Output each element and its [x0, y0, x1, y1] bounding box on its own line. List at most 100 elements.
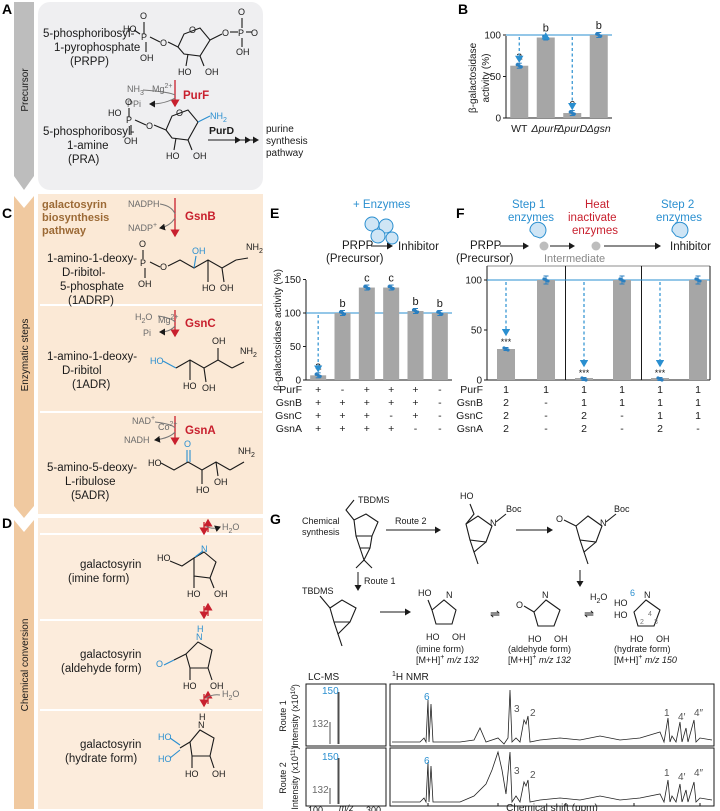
svg-text:NAD+: NAD+ — [132, 415, 155, 426]
svg-text:OH: OH — [192, 246, 206, 256]
chart-e-cell: + — [412, 410, 418, 422]
enzymatic-sidebar — [14, 196, 34, 518]
svg-text:NH2: NH2 — [246, 242, 263, 255]
svg-text:Intensity (x1011): Intensity (x1011) — [290, 746, 300, 809]
chart-f-cell: - — [544, 410, 548, 422]
hydrate-g-compound: 6 HO HO N 4 3 2 HO OH (hydrate form) [M+… — [614, 588, 677, 665]
chart-b-sig-letter: b — [543, 22, 549, 34]
svg-text:4: 4 — [648, 611, 652, 618]
chart-f-stars: *** — [501, 337, 512, 347]
svg-text:2: 2 — [530, 770, 536, 781]
route2-boc-compound: HO N Boc — [460, 491, 522, 565]
svg-text:HO: HO — [460, 491, 474, 501]
replicate-dot — [622, 279, 626, 283]
chart-e-cell: + — [388, 384, 394, 396]
chart-e-prpp: PRPP — [342, 240, 374, 252]
prpp-name-3: (PRPP) — [70, 56, 109, 68]
nmr-trace-route1 — [392, 689, 713, 745]
chart-f-cell: 2 — [503, 423, 509, 435]
svg-text:6: 6 — [424, 692, 430, 703]
svg-text:⇌: ⇌ — [490, 607, 500, 621]
svg-text:O: O — [140, 11, 147, 21]
panel-d-letter: D — [2, 515, 12, 531]
chart-e-bar — [358, 287, 375, 380]
purf-label: PurF — [183, 90, 209, 102]
route2-aldehyde-boc-compound: O N Boc — [556, 504, 630, 565]
svg-text:Step 2: Step 2 — [661, 199, 694, 211]
svg-text:HO: HO — [158, 754, 172, 764]
chart-f-row-label: GsnC — [456, 410, 483, 422]
svg-text:O: O — [556, 514, 563, 524]
chart-e-cell: + — [315, 397, 321, 409]
atom-p: P — [141, 32, 147, 42]
replicate-dot — [660, 378, 664, 382]
imine-g-compound: HO N HO OH (imine form) [M+H]+ m/z 132 — [416, 588, 479, 665]
replicate-dot — [572, 112, 576, 116]
chart-f-row-label: PurF — [460, 384, 483, 396]
svg-text:enzymes: enzymes — [656, 212, 702, 224]
svg-text:OH: OH — [220, 283, 234, 293]
chart-e-cell: + — [315, 384, 321, 396]
svg-text:6: 6 — [424, 756, 430, 767]
replicate-dot — [318, 374, 322, 378]
replicate-dot — [546, 279, 550, 283]
svg-text:H: H — [197, 624, 204, 634]
aldehyde-structure: O N H HO OH — [156, 624, 224, 691]
svg-text:1H NMR: 1H NMR — [392, 671, 429, 683]
svg-text:D-ribitol-: D-ribitol- — [62, 267, 106, 279]
chart-f-cell: 1 — [695, 397, 701, 409]
svg-text:Boc: Boc — [506, 504, 522, 514]
chart-f-cell: - — [620, 410, 624, 422]
imine-structure: HO N HO OH — [157, 544, 228, 599]
svg-text:HO: HO — [148, 458, 162, 468]
svg-text:P: P — [238, 28, 244, 38]
replicate-dot — [367, 286, 371, 291]
svg-text:N: N — [542, 590, 549, 600]
chart-b-ylabel-2: activity (%) — [481, 54, 492, 103]
chart-e-cell: + — [412, 384, 418, 396]
aldehyde-g-compound: O N HO OH (aldehyde form) [M+H]+ m/z 132 — [508, 590, 571, 665]
svg-text:HO: HO — [158, 732, 172, 742]
chart-e-cell: - — [389, 410, 393, 422]
svg-text:HO: HO — [528, 634, 542, 644]
y-tick-label: 150 — [284, 275, 301, 286]
svg-text:[M+H]+ m/z 150: [M+H]+ m/z 150 — [614, 654, 677, 665]
chart-e-cell: + — [364, 423, 370, 435]
svg-text:O: O — [160, 262, 167, 272]
svg-text:HO: HO — [614, 598, 628, 608]
svg-text:OH: OH — [202, 383, 216, 393]
chart-f-bar — [613, 280, 631, 380]
svg-text:HO: HO — [157, 553, 171, 563]
svg-text:O: O — [139, 239, 146, 249]
prpp-name-2: 1-pyrophosphate — [54, 42, 140, 54]
chart-e-sig-letter: b — [412, 296, 418, 308]
svg-text:Route 1: Route 1 — [278, 700, 288, 732]
purine-3: pathway — [266, 148, 303, 159]
chart-e-cell: + — [339, 423, 345, 435]
svg-text:4″: 4″ — [694, 768, 704, 779]
svg-text:H2O: H2O — [222, 522, 239, 535]
y-tick-label: 50 — [290, 342, 302, 353]
gsnc-label: GsnC — [185, 318, 216, 330]
panel-c: galactosyrin biosynthesis pathway NADPH … — [42, 198, 263, 502]
svg-text:NADPH: NADPH — [128, 199, 160, 209]
enzyme-pacman-icon-2 — [671, 221, 689, 239]
adrp-structure: P O OH O OH HO OH NH2 — [138, 239, 263, 293]
precursor-box — [38, 2, 263, 190]
chart-e-cell: + — [412, 397, 418, 409]
chart-e-cell: - — [438, 423, 442, 435]
chart-e-sig-letter: c — [364, 273, 370, 285]
svg-text:HO: HO — [185, 769, 199, 779]
nmr-xlabel: Chemical shift (ppm) — [506, 803, 598, 811]
svg-text:NADP+: NADP+ — [128, 222, 157, 233]
svg-text:enzymes: enzymes — [572, 225, 618, 237]
enzyme-blob-icon — [364, 216, 399, 245]
svg-text:O: O — [251, 28, 258, 38]
svg-text:(aldehyde form): (aldehyde form) — [61, 663, 142, 675]
svg-text:HO: HO — [196, 485, 210, 495]
svg-text:N: N — [446, 590, 453, 600]
chart-e-cell: - — [438, 397, 442, 409]
replicate-dot — [698, 279, 702, 283]
chart-f-cell: - — [544, 397, 548, 409]
